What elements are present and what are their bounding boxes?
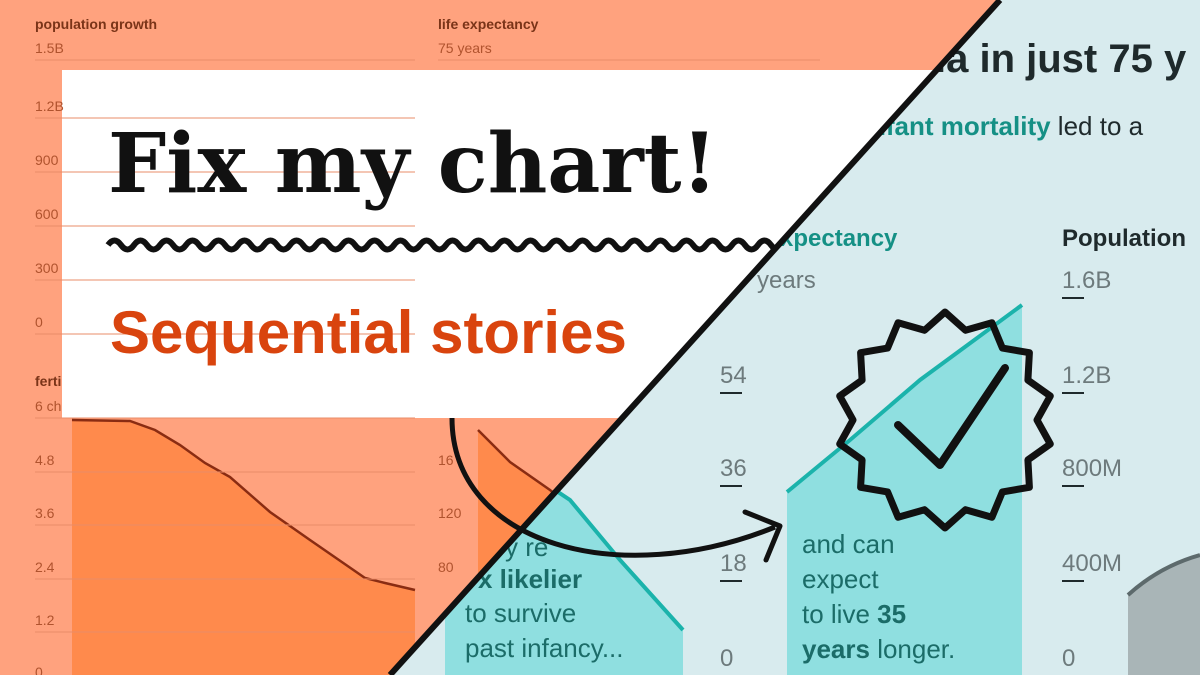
- tick-label: 1.5B: [35, 40, 64, 56]
- tick-label: 36: [720, 455, 747, 482]
- subtitle-part: nfant mortality: [870, 111, 1051, 141]
- tick-label: 600: [35, 206, 59, 222]
- check-badge: [836, 308, 1054, 532]
- annotation: and can: [802, 529, 895, 559]
- tick-label: 3.6: [35, 505, 55, 521]
- annotation: past infancy...: [465, 633, 624, 663]
- tick-label: 800M: [1062, 455, 1122, 482]
- life-expectancy-area: [787, 305, 1022, 675]
- tick-label: 80: [438, 559, 454, 575]
- tick-label: 300: [35, 260, 59, 276]
- annotation: x likelier: [478, 564, 582, 594]
- annotation-part: longer.: [870, 634, 955, 664]
- tick-label: 1.2B: [1062, 362, 1111, 389]
- panel-label: population growth: [35, 16, 157, 32]
- wavy-underline: [105, 237, 787, 253]
- annotation: expect: [802, 564, 879, 594]
- tick-label: 1.2: [35, 612, 55, 628]
- check-mark: [894, 364, 1009, 469]
- panel-label: life expectancy: [438, 16, 539, 32]
- subtitle-part: led to a: [1051, 111, 1144, 141]
- headline: ia in just 75 y: [935, 37, 1187, 81]
- annotation: to live 35: [802, 599, 906, 629]
- tick-label: 120: [438, 505, 462, 521]
- arrow-head: [742, 509, 783, 563]
- tick-label: 16: [438, 452, 454, 468]
- tick-label: 0: [35, 314, 43, 330]
- arrow: [449, 417, 776, 558]
- annotation-part: years: [802, 634, 870, 664]
- headline-subtitle: nfant mortality led to a: [870, 111, 1144, 141]
- annotation: to survive: [465, 598, 576, 628]
- tick-label: 0: [1062, 645, 1075, 672]
- population-line: [1126, 553, 1200, 597]
- title: Fix my chart!: [108, 116, 718, 212]
- tick-label: 4.8: [35, 452, 55, 468]
- tick-label: 18: [720, 550, 747, 577]
- tick-label: 0: [35, 664, 43, 675]
- tick-label: 54: [720, 362, 747, 389]
- panel-label: Population: [1062, 225, 1186, 252]
- annotation-part: to live: [802, 599, 877, 629]
- tick-label: 6 ch: [35, 398, 61, 414]
- subtitle: Sequential stories: [110, 299, 627, 366]
- population-area: [1128, 555, 1200, 675]
- diagonal-divider: [387, 0, 1003, 675]
- panel-label: xpectancy: [780, 225, 898, 252]
- annotation-part: 35: [877, 599, 906, 629]
- life-expectancy-line: [785, 303, 1024, 494]
- tick-label: years: [757, 267, 816, 294]
- tick-label: 1.2B: [35, 98, 64, 114]
- tick-label: 400M: [1062, 550, 1122, 577]
- tick-label: 900: [35, 152, 59, 168]
- panel-label: ferti: [35, 373, 61, 389]
- tick-label: 2.4: [35, 559, 55, 575]
- fertility-area: [72, 420, 415, 675]
- tick-label: 1.6B: [1062, 267, 1111, 294]
- annotation: years longer.: [802, 634, 955, 664]
- tick-label: 0: [720, 645, 733, 672]
- tick-label: 75 years: [438, 40, 492, 56]
- fertility-line: [71, 418, 416, 592]
